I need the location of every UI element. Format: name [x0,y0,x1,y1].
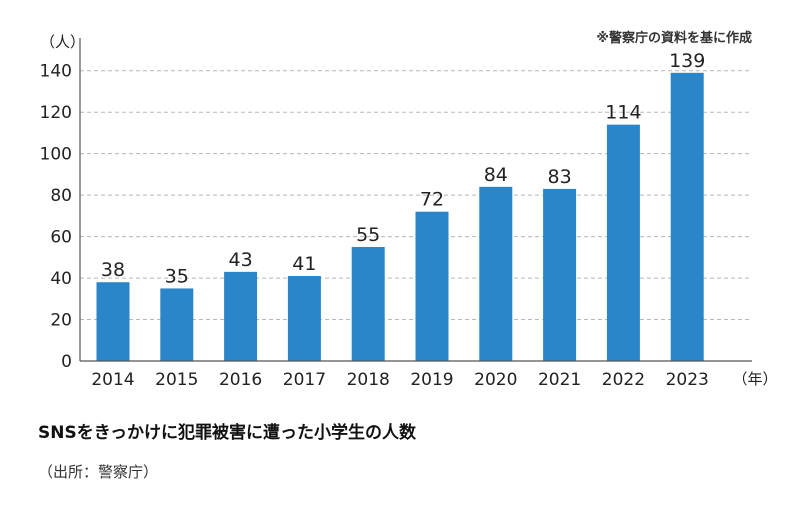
y-tick-label: 140 [40,62,72,82]
data-label-2020: 84 [484,164,508,186]
bar-2015 [160,288,194,361]
data-label-2018: 55 [356,224,380,246]
y-tick-label: 20 [50,311,72,331]
bar-2017 [287,275,321,361]
source-note: ※警察庁の資料を基に作成 [596,30,752,46]
x-tick-label-2022: 2022 [602,370,645,390]
x-tick-label-2021: 2021 [538,370,581,390]
x-tick-label-2015: 2015 [155,370,198,390]
x-tick-label-2019: 2019 [410,370,453,390]
bars [96,72,704,361]
data-label-2021: 83 [548,166,572,188]
bar-2018 [351,246,385,361]
x-tick-label-2017: 2017 [283,370,326,390]
x-tick-label-2018: 2018 [347,370,390,390]
y-tick-label: 40 [50,269,72,289]
bar-2022 [606,124,640,361]
bar-2014 [96,282,130,361]
y-tick-label: 0 [61,352,72,372]
bar-chart: 0 20 40 60 80 100 120 140 38 35 43 41 55 72 84 83 114 13… [40,30,778,390]
y-tick-label: 120 [40,103,72,123]
y-tick-label: 80 [50,186,72,206]
bar-2023 [670,72,704,361]
data-label-2022: 114 [605,102,641,124]
y-axis-unit: （人） [40,33,85,51]
x-tick-label-2020: 2020 [474,370,517,390]
x-tick-label-2014: 2014 [91,370,134,390]
y-axis-ticks: 0 20 40 60 80 100 120 140 [40,62,72,372]
bar-2021 [543,188,577,361]
bar-2019 [415,211,449,361]
data-label-2023: 139 [669,50,705,72]
data-label-2015: 35 [165,265,189,287]
bar-2016 [224,271,258,361]
x-axis-unit: （年） [732,370,777,388]
data-label-2016: 43 [229,249,253,271]
data-label-2017: 41 [292,253,316,275]
x-axis-ticks: 2014 2015 2016 2017 2018 2019 2020 2021 2022 2023 [91,370,708,390]
chart-caption-source: （出所：警察庁） [38,463,159,481]
x-tick-label-2023: 2023 [666,370,709,390]
y-tick-label: 60 [50,228,72,248]
data-label-2019: 72 [420,189,444,211]
x-tick-label-2016: 2016 [219,370,262,390]
data-labels: 38 35 43 41 55 72 84 83 114 139 [101,50,705,288]
chart-caption-title: SNSをきっかけに犯罪被害に遭った小学生の人数 [38,423,417,443]
bar-2020 [479,186,513,361]
y-tick-label: 100 [40,145,72,165]
data-label-2014: 38 [101,259,125,281]
